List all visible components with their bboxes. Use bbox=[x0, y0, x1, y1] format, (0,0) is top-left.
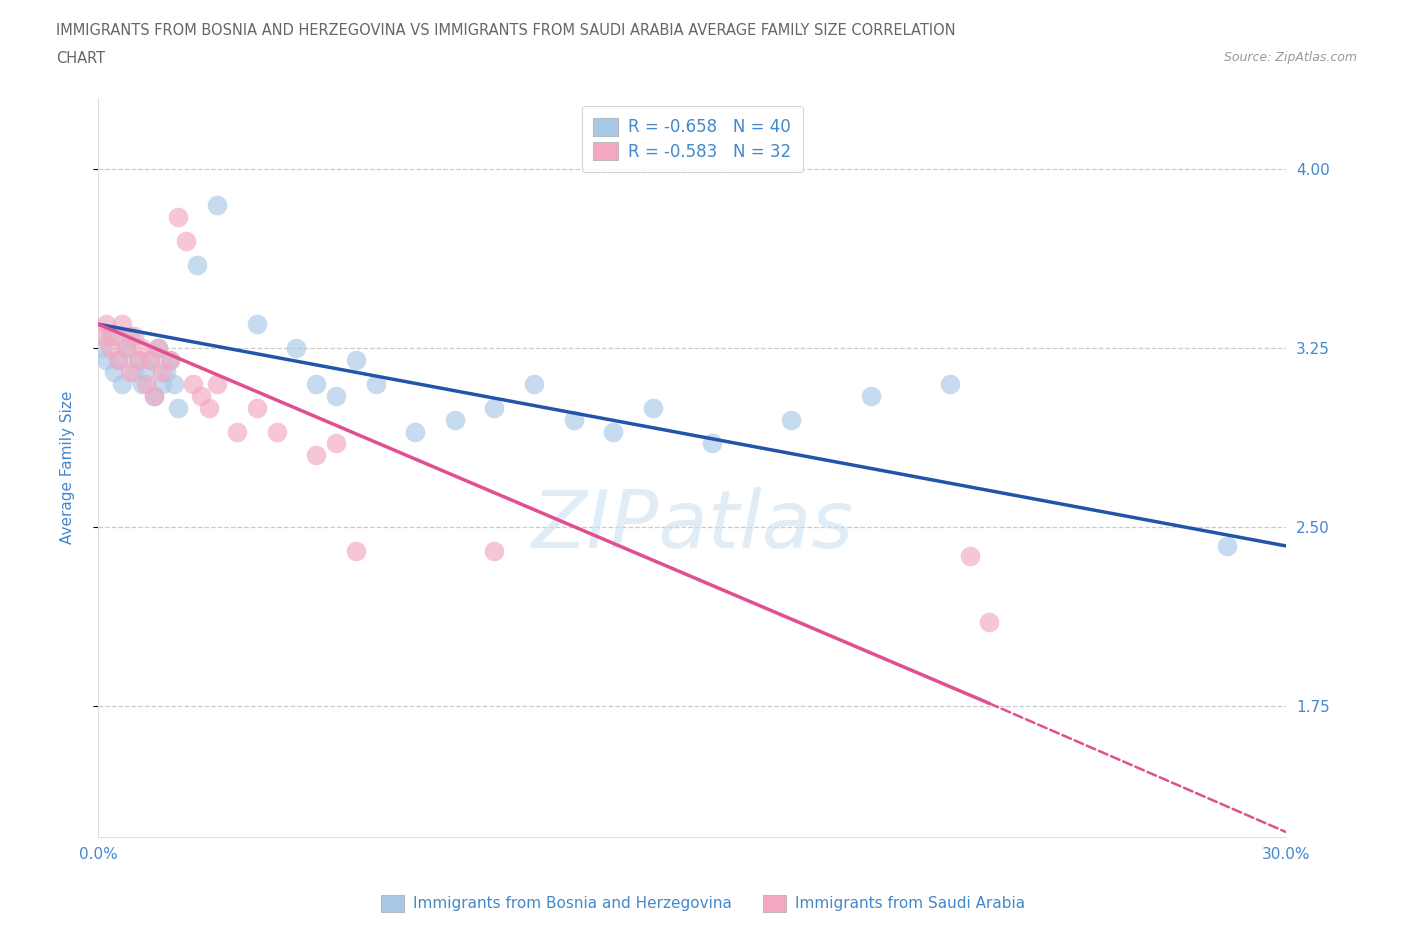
Point bbox=[166, 209, 188, 224]
Point bbox=[285, 340, 308, 355]
Point bbox=[305, 377, 328, 392]
Point bbox=[135, 377, 157, 392]
Point bbox=[122, 365, 145, 379]
Point bbox=[364, 377, 387, 392]
Point bbox=[939, 377, 962, 392]
Point bbox=[484, 543, 506, 558]
Point bbox=[1216, 538, 1239, 553]
Point bbox=[150, 377, 173, 392]
Point bbox=[131, 340, 153, 355]
Point bbox=[183, 377, 205, 392]
Point bbox=[146, 340, 169, 355]
Point bbox=[266, 424, 288, 439]
Point bbox=[91, 328, 114, 343]
Point bbox=[246, 317, 269, 332]
Point bbox=[150, 365, 173, 379]
Point bbox=[96, 352, 118, 367]
Point bbox=[96, 317, 118, 332]
Point bbox=[146, 340, 169, 355]
Point bbox=[107, 352, 129, 367]
Text: IMMIGRANTS FROM BOSNIA AND HERZEGOVINA VS IMMIGRANTS FROM SAUDI ARABIA AVERAGE F: IMMIGRANTS FROM BOSNIA AND HERZEGOVINA V… bbox=[56, 23, 956, 38]
Point bbox=[305, 448, 328, 463]
Point bbox=[190, 389, 212, 404]
Point bbox=[344, 352, 367, 367]
Point bbox=[131, 377, 153, 392]
Point bbox=[115, 340, 138, 355]
Point bbox=[142, 389, 165, 404]
Text: ZIPatlas: ZIPatlas bbox=[531, 487, 853, 565]
Point bbox=[135, 365, 157, 379]
Point bbox=[142, 389, 165, 404]
Point bbox=[155, 365, 177, 379]
Point bbox=[91, 340, 114, 355]
Point bbox=[111, 317, 134, 332]
Point bbox=[859, 389, 882, 404]
Point bbox=[523, 377, 546, 392]
Point bbox=[111, 377, 134, 392]
Point bbox=[103, 365, 125, 379]
Point bbox=[979, 615, 1001, 630]
Point bbox=[166, 400, 188, 415]
Text: CHART: CHART bbox=[56, 51, 105, 66]
Point bbox=[198, 400, 221, 415]
Legend: Immigrants from Bosnia and Herzegovina, Immigrants from Saudi Arabia: Immigrants from Bosnia and Herzegovina, … bbox=[375, 889, 1031, 918]
Point bbox=[98, 340, 121, 355]
Point bbox=[174, 233, 197, 248]
Point bbox=[127, 352, 149, 367]
Point bbox=[207, 197, 229, 212]
Point bbox=[122, 328, 145, 343]
Point bbox=[207, 377, 229, 392]
Point bbox=[404, 424, 426, 439]
Point bbox=[186, 258, 208, 272]
Point bbox=[163, 377, 186, 392]
Point bbox=[444, 412, 467, 427]
Point bbox=[562, 412, 585, 427]
Point bbox=[602, 424, 624, 439]
Point bbox=[641, 400, 664, 415]
Point bbox=[484, 400, 506, 415]
Point bbox=[120, 328, 142, 343]
Y-axis label: Average Family Size: Average Family Size bbox=[60, 391, 75, 544]
Point bbox=[959, 548, 981, 563]
Point bbox=[139, 352, 162, 367]
Point bbox=[127, 352, 149, 367]
Point bbox=[139, 352, 162, 367]
Point bbox=[120, 365, 142, 379]
Point bbox=[159, 352, 181, 367]
Point bbox=[226, 424, 249, 439]
Legend: R = -0.658   N = 40, R = -0.583   N = 32: R = -0.658 N = 40, R = -0.583 N = 32 bbox=[582, 106, 803, 172]
Point bbox=[107, 352, 129, 367]
Point bbox=[98, 328, 121, 343]
Point bbox=[246, 400, 269, 415]
Point bbox=[115, 340, 138, 355]
Point bbox=[325, 389, 347, 404]
Point bbox=[344, 543, 367, 558]
Point bbox=[325, 436, 347, 451]
Point bbox=[780, 412, 803, 427]
Point bbox=[103, 328, 125, 343]
Point bbox=[159, 352, 181, 367]
Point bbox=[702, 436, 724, 451]
Text: Source: ZipAtlas.com: Source: ZipAtlas.com bbox=[1223, 51, 1357, 64]
